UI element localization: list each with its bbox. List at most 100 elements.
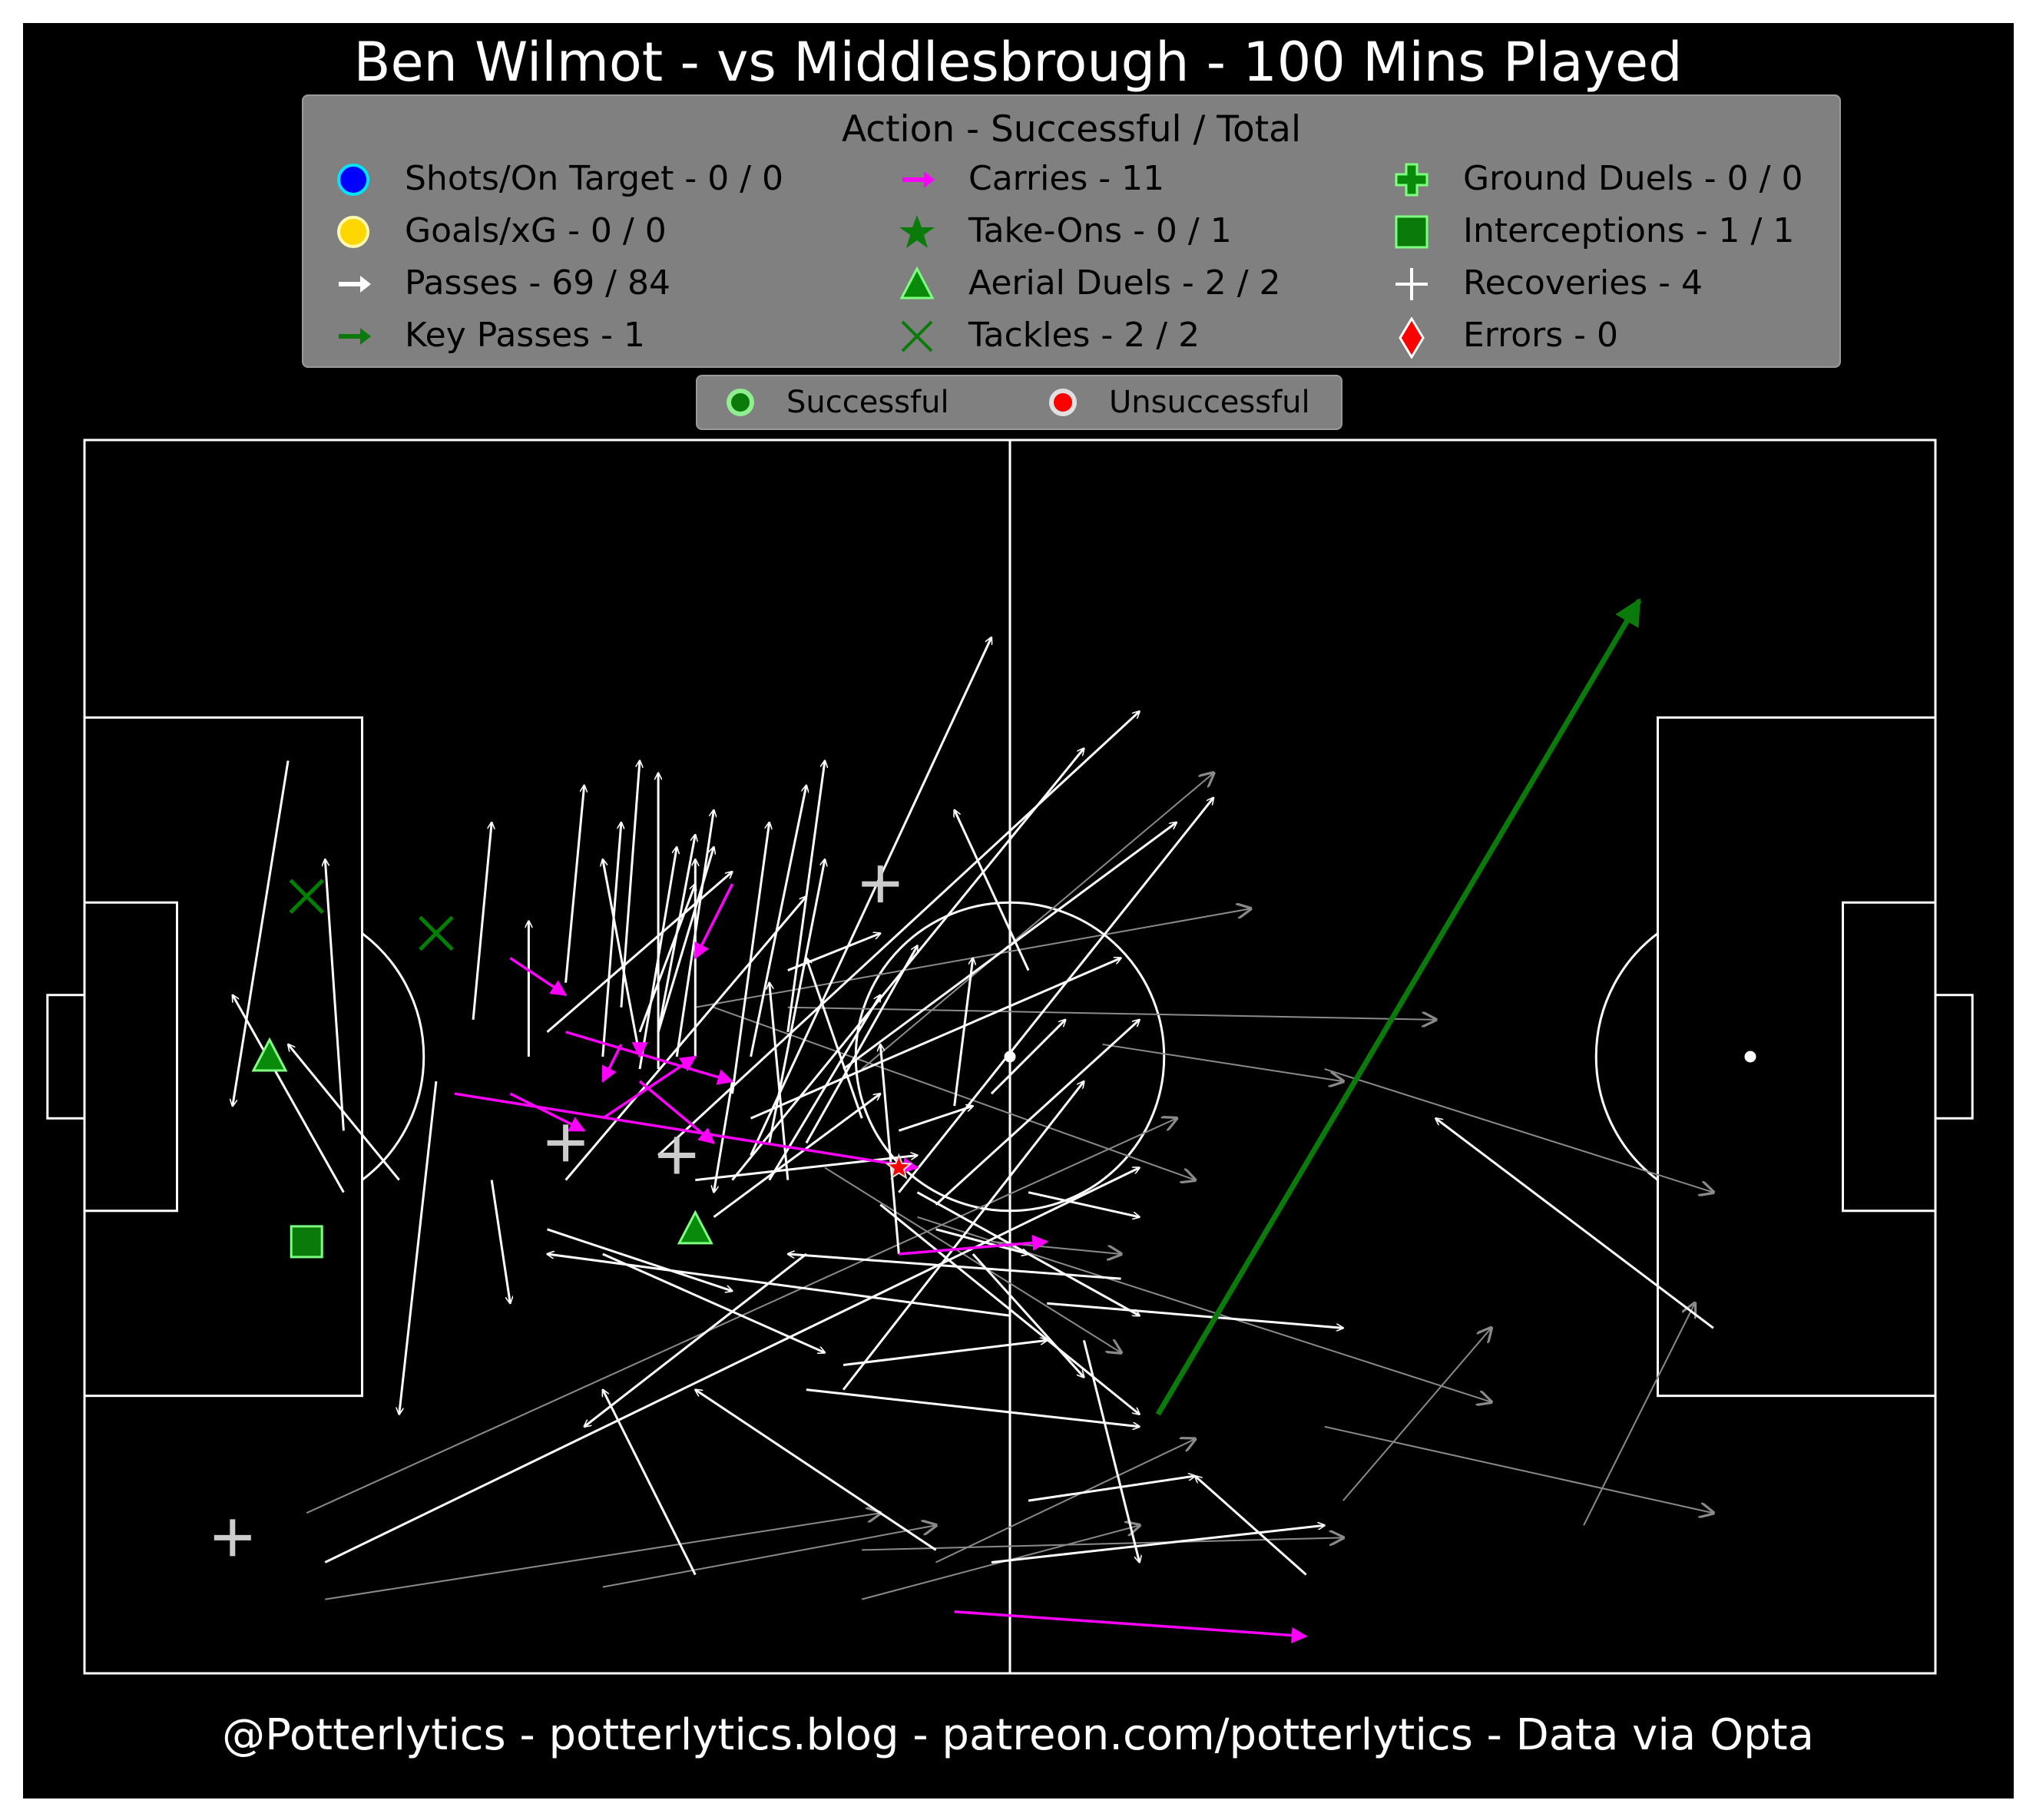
magenta-arrow-icon	[902, 171, 935, 188]
action-legend: Action - Successful / Total Shots/On Tar…	[302, 94, 1841, 368]
failed-pass-arrow	[1102, 1043, 1343, 1081]
carry-arrow	[694, 883, 734, 960]
white-arrow-icon	[339, 276, 371, 293]
failed-pass-arrow	[1324, 1425, 1713, 1513]
pass-arrow	[1028, 1191, 1140, 1217]
pass-arrow	[935, 1228, 1029, 1254]
pass-arrow	[1195, 1476, 1307, 1576]
pass-arrow	[990, 1020, 1065, 1095]
green-cross-icon	[1395, 163, 1429, 197]
pass-arrow	[564, 896, 806, 1181]
pass-arrow	[768, 995, 881, 1181]
carry-arrow	[899, 1235, 1049, 1256]
pass-arrow	[695, 1390, 937, 1551]
failed-pass-arrow	[862, 1537, 1343, 1551]
green-square-icon	[1395, 215, 1429, 249]
pass-arrow	[657, 711, 1140, 1157]
pass-arrow	[695, 1155, 917, 1182]
unsuccessful-marker-icon	[1049, 389, 1077, 416]
pass-arrow	[786, 761, 825, 1033]
carry-arrow	[509, 957, 568, 997]
aerial-duel-marker	[251, 1037, 288, 1072]
pass-arrow	[879, 1203, 1139, 1415]
pass-arrow	[805, 945, 918, 1144]
pass-arrow	[602, 1252, 825, 1352]
pass-arrow	[991, 1525, 1325, 1564]
tackle-marker	[289, 879, 324, 914]
pass-arrow	[880, 1044, 900, 1255]
pass-arrow	[955, 810, 1030, 971]
pass-arrow	[601, 1390, 697, 1576]
key-pass-arrow	[1155, 597, 1642, 1416]
pass-arrow	[233, 760, 290, 1107]
pitch	[46, 438, 1974, 1675]
aerial-duel-marker	[677, 1209, 713, 1245]
tackle-marker	[419, 915, 454, 951]
right-penalty-spot	[1744, 1051, 1756, 1063]
recovery-marker	[214, 1519, 251, 1557]
pass-arrow	[657, 835, 695, 1033]
pass-arrow	[713, 1094, 880, 1218]
carry-arrow	[954, 1610, 1308, 1643]
outcome-legend: Successful Unsuccessful	[696, 375, 1342, 430]
footer-credits: @Potterlytics - potterlytics.blog - patr…	[222, 1710, 1814, 1760]
left-penalty-arc	[361, 932, 425, 1181]
pass-arrow	[399, 1080, 438, 1415]
pass-arrow	[750, 637, 992, 1157]
green-star-icon	[899, 215, 935, 248]
pass-arrow	[1435, 1118, 1714, 1329]
pass-arrow	[233, 995, 345, 1193]
failed-pass-arrow	[713, 1006, 1195, 1180]
recovery-marker	[658, 1137, 696, 1174]
failed-pass-arrow	[917, 1216, 1491, 1402]
failed-pass-arrow	[861, 773, 1213, 1070]
pass-arrow	[750, 958, 1121, 1120]
red-diamond-icon	[1399, 317, 1425, 359]
pass-arrow	[916, 1191, 1140, 1316]
pass-arrow	[548, 1254, 1011, 1317]
pass-arrow	[638, 884, 695, 1033]
failed-pass-arrow	[1342, 1328, 1491, 1501]
pass-arrow	[547, 1228, 733, 1291]
failed-pass-arrow	[1324, 1068, 1713, 1193]
failed-pass-arrow	[1583, 1303, 1695, 1526]
carry-arrow	[565, 1031, 734, 1085]
pass-arrow	[898, 1106, 972, 1132]
pass-arrow	[972, 1252, 1084, 1378]
pass-arrow	[843, 1340, 1047, 1366]
carry-arrow	[638, 1080, 716, 1144]
pass-arrow	[843, 822, 1177, 1070]
recovery-marker	[862, 865, 899, 903]
pass-arrow	[638, 847, 677, 1070]
interception-marker	[290, 1225, 323, 1259]
pass-arrow	[324, 1168, 1139, 1564]
pass-arrow	[806, 958, 863, 1119]
pass-arrow	[1047, 1302, 1343, 1328]
pass-arrow	[750, 786, 806, 1057]
pass-arrow	[768, 859, 825, 1143]
green-triangle-icon	[899, 266, 935, 299]
recovery-marker	[547, 1124, 584, 1162]
take-on-marker	[885, 1153, 913, 1180]
right-penalty-arc	[1594, 932, 1659, 1181]
failed-pass-arrow	[787, 1006, 1436, 1020]
green-x-icon	[901, 320, 933, 352]
gold-circle-icon	[337, 216, 369, 248]
blue-circle-icon	[337, 164, 369, 196]
pass-arrow	[564, 786, 584, 983]
pass-arrow	[953, 958, 973, 1107]
pass-arrow	[325, 859, 345, 1131]
failed-pass-arrow	[824, 1166, 1121, 1353]
pass-arrow	[620, 761, 640, 1008]
green-arrow-icon	[339, 328, 371, 345]
carry-arrow	[454, 1092, 919, 1173]
pass-arrow	[288, 1044, 400, 1181]
left-goal	[46, 994, 86, 1120]
failed-pass-arrow	[602, 1525, 936, 1588]
pass-arrow	[472, 822, 492, 1020]
carry-arrow	[509, 1092, 586, 1132]
pass-arrow	[842, 1081, 1084, 1391]
pass-arrow	[601, 822, 621, 1057]
failed-pass-arrow	[935, 1439, 1195, 1564]
pass-arrow	[731, 822, 770, 1094]
